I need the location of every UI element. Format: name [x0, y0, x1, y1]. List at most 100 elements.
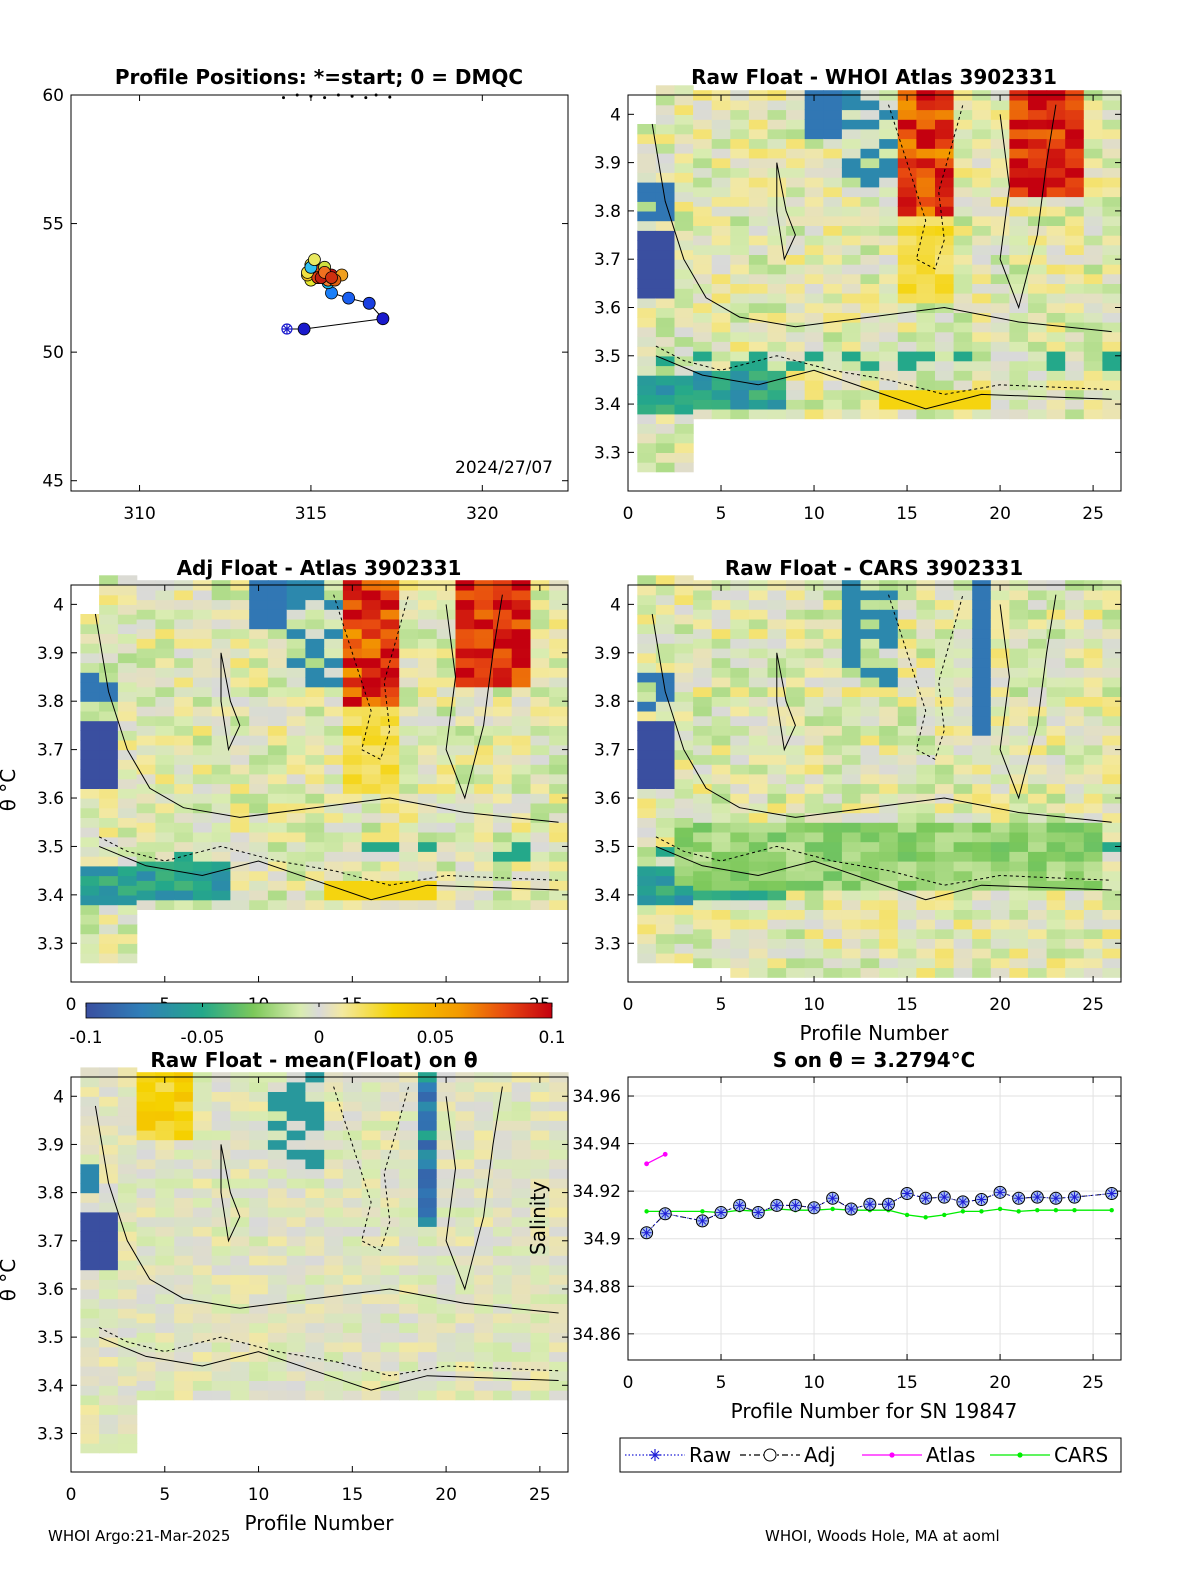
raw-cars-cell	[748, 696, 769, 707]
adj-atlas-cell	[455, 822, 475, 833]
adj-atlas-cell	[155, 725, 175, 736]
raw-whoi-cell	[767, 370, 787, 381]
raw-cars-cell	[823, 783, 843, 794]
adj-atlas-cell	[549, 754, 569, 765]
salinity-xtick-label: 5	[716, 1373, 727, 1393]
raw-mean-cell	[380, 1081, 400, 1092]
raw-mean-cell	[399, 1284, 419, 1295]
raw-cars-cell	[1065, 831, 1085, 843]
raw-whoi-cell	[860, 273, 880, 284]
raw-mean-cell	[80, 1385, 100, 1396]
adj-atlas-cell	[286, 618, 307, 630]
raw-whoi-cell	[1046, 244, 1066, 255]
raw-whoi-cell	[1065, 206, 1085, 217]
raw-mean-cell	[361, 1149, 382, 1160]
raw-mean-cell	[99, 1443, 119, 1454]
adj-atlas-cell	[230, 754, 250, 765]
raw-whoi-cell	[730, 215, 750, 226]
adj-atlas-cell	[174, 890, 194, 901]
positions-ytick-label: 45	[42, 472, 64, 492]
raw-cars-cell	[897, 783, 917, 794]
adj-atlas-cell	[493, 861, 513, 872]
adj-atlas-cell	[211, 851, 232, 862]
raw-cars-cell	[972, 957, 992, 969]
raw-mean-cell	[230, 1187, 250, 1198]
raw-whoi-cell	[972, 206, 992, 217]
raw-mean-cell	[455, 1149, 475, 1160]
raw-mean-cell	[493, 1226, 513, 1237]
raw-cars-cell	[990, 764, 1010, 775]
raw-mean-cell	[399, 1110, 419, 1121]
raw-cars-cell	[804, 919, 824, 930]
adj-atlas-cell	[249, 822, 269, 833]
adj-atlas-cell	[549, 647, 569, 659]
raw-cars-cell	[1009, 764, 1029, 775]
raw-cars-cell	[1028, 899, 1048, 910]
adj-atlas-cell	[249, 706, 269, 717]
adj-atlas-cell	[117, 739, 138, 751]
raw-whoi-cell	[860, 206, 880, 217]
adj-atlas-cell	[230, 609, 250, 620]
raw-cars-cell	[953, 909, 973, 920]
adj-atlas-cell	[342, 667, 363, 678]
raw-whoi-cell	[972, 244, 992, 255]
raw-mean-cell	[493, 1158, 513, 1170]
raw-cars-cell	[693, 677, 713, 688]
adj-atlas-cell	[99, 701, 119, 712]
raw-cars-cell	[860, 686, 880, 697]
raw-mean-cell	[436, 1110, 457, 1121]
salinity-ylabel: Salinity	[526, 1181, 550, 1255]
adj-atlas-cell	[305, 870, 325, 881]
adj-atlas-cell	[117, 798, 138, 809]
raw-cars-cell	[786, 599, 806, 610]
raw-whoi-cell	[674, 404, 694, 415]
raw-mean-cell	[249, 1341, 269, 1353]
adj-atlas-cell	[493, 638, 513, 649]
raw-cars-cell	[916, 783, 936, 794]
adj-atlas-cell	[249, 609, 269, 620]
raw-whoi-cell	[786, 99, 806, 111]
raw-mean-cell	[249, 1149, 269, 1160]
raw-cars-cell	[841, 928, 862, 939]
raw-mean-cell	[211, 1303, 232, 1314]
adj-atlas-cell	[230, 725, 250, 736]
raw-whoi-cell	[990, 370, 1010, 381]
raw-mean-cell	[80, 1337, 100, 1348]
raw-mean-cell	[99, 1366, 119, 1377]
raw-whoi-cell	[1009, 399, 1029, 410]
raw-whoi-cell	[637, 307, 657, 318]
adj-atlas-cell	[305, 880, 325, 891]
raw-mean-cell	[361, 1390, 382, 1401]
positions-profile-point	[307, 253, 321, 267]
raw-mean-ytick-label: 3.4	[37, 1376, 64, 1396]
raw-mean-cell	[530, 1168, 550, 1179]
raw-mean-cell	[511, 1313, 532, 1324]
raw-cars-cell	[1083, 841, 1103, 852]
adj-atlas-cell	[324, 812, 344, 823]
raw-whoi-cell	[730, 254, 750, 265]
raw-mean-cell	[249, 1081, 269, 1092]
raw-whoi-cell	[953, 119, 973, 130]
raw-whoi-cell	[730, 283, 750, 294]
raw-mean-cell	[455, 1226, 475, 1237]
salinity-cars-point	[904, 1212, 910, 1218]
raw-cars-cell	[841, 638, 862, 649]
raw-cars-cell	[1102, 735, 1122, 746]
adj-atlas-cell	[455, 870, 475, 881]
raw-cars-cell	[935, 822, 955, 833]
raw-cars-cell	[674, 701, 694, 712]
raw-whoi-cell	[655, 230, 676, 241]
raw-cars-cell	[897, 938, 917, 949]
raw-cars-cell	[655, 836, 676, 848]
salinity-raw-point	[753, 1207, 764, 1218]
raw-cars-cell	[1009, 948, 1029, 959]
raw-whoi-contour	[655, 345, 1112, 395]
raw-mean-cell	[511, 1207, 532, 1218]
raw-mean-cell	[192, 1236, 213, 1247]
adj-atlas-cell	[117, 623, 138, 634]
raw-mean-cell	[380, 1149, 400, 1160]
raw-cars-cell	[1028, 609, 1048, 620]
raw-mean-cell	[174, 1120, 194, 1131]
adj-atlas-cell	[230, 599, 250, 610]
raw-cars-cell	[748, 812, 769, 823]
